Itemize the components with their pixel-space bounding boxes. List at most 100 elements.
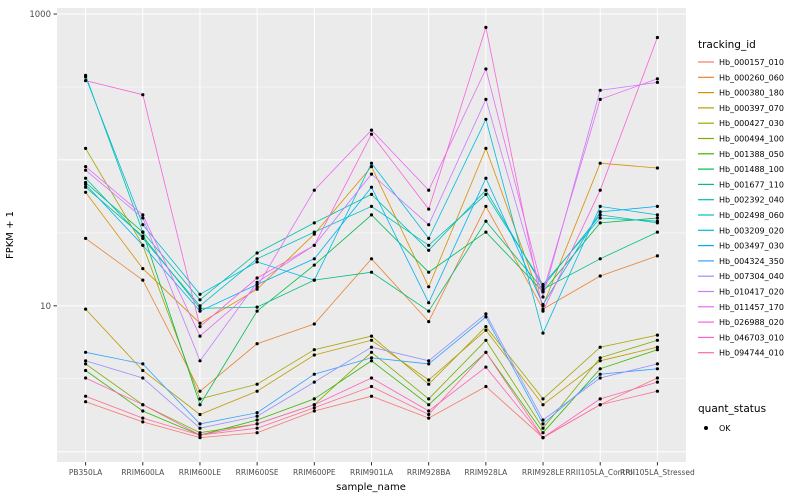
data-point <box>369 257 374 261</box>
data-point <box>84 146 88 150</box>
data-point <box>484 384 488 389</box>
data-point <box>141 234 145 238</box>
data-point <box>427 285 431 289</box>
data-point <box>255 282 259 287</box>
data-point <box>84 350 88 354</box>
x-tick-label: RRIM600LE <box>179 468 222 477</box>
x-tick-label: RRIM928LE <box>522 468 565 477</box>
data-point <box>255 431 259 435</box>
data-point <box>598 359 602 363</box>
data-point <box>427 416 431 420</box>
legend-entry: Hb_000494_100 <box>698 135 784 144</box>
data-point <box>141 420 145 424</box>
data-point <box>255 426 259 430</box>
data-point <box>369 128 374 132</box>
data-point <box>255 418 259 422</box>
data-point <box>141 278 145 282</box>
data-point <box>598 403 602 407</box>
data-point <box>369 132 374 136</box>
data-point <box>541 282 545 287</box>
data-point <box>598 204 602 208</box>
data-point <box>541 303 545 307</box>
data-point <box>484 219 488 223</box>
y-axis-title: FPKM + 1 <box>5 211 16 259</box>
data-point <box>541 285 545 289</box>
data-point <box>655 338 660 342</box>
data-point <box>484 117 488 121</box>
data-point <box>198 298 202 302</box>
data-point <box>255 382 259 386</box>
data-point <box>484 365 488 369</box>
legend-entry-label: Hb_003497_030 <box>719 242 784 251</box>
data-point <box>484 338 488 342</box>
data-point <box>84 79 88 83</box>
data-point <box>84 368 88 373</box>
data-point <box>598 88 602 92</box>
legend-entry: Hb_026988_020 <box>698 318 784 327</box>
data-point <box>655 254 660 258</box>
data-point <box>198 403 202 407</box>
data-point <box>369 172 374 176</box>
x-tick-label: RRIM928LA <box>464 468 508 477</box>
data-point <box>141 236 145 240</box>
data-point <box>427 359 431 363</box>
data-point <box>541 436 545 440</box>
legend-entry: Hb_011457_170 <box>698 303 784 312</box>
data-point <box>541 287 545 291</box>
data-point <box>598 257 602 261</box>
data-point <box>484 204 488 208</box>
legend-entry: Hb_046703_010 <box>698 333 784 342</box>
data-point <box>198 304 202 308</box>
data-point <box>141 216 145 220</box>
legend-entry-label: Hb_000427_030 <box>719 119 784 128</box>
x-tick-label: RRII105LA_Stressed <box>620 468 695 477</box>
data-point <box>427 409 431 413</box>
data-point <box>598 356 602 360</box>
data-point <box>427 270 431 274</box>
legend-entry: Hb_000397_070 <box>698 104 784 113</box>
data-point <box>255 414 259 418</box>
data-point <box>369 394 374 398</box>
data-point <box>427 207 431 211</box>
data-point <box>84 362 88 366</box>
data-point <box>369 165 374 169</box>
data-point <box>198 422 202 426</box>
data-point <box>484 176 488 180</box>
legend-entry-label: Hb_094744_010 <box>719 349 784 358</box>
legend-entry: Hb_000157_010 <box>698 58 784 67</box>
legend-entry-label: Hb_000494_100 <box>719 135 784 144</box>
data-point <box>655 230 660 234</box>
data-point <box>255 280 259 284</box>
quant-legend-entry: OK <box>704 424 731 433</box>
data-point <box>427 397 431 401</box>
data-point <box>198 436 202 440</box>
data-point <box>84 307 88 311</box>
data-point <box>255 285 259 289</box>
data-point <box>141 403 145 407</box>
legend-entry-label: Hb_003209_020 <box>719 226 784 235</box>
data-point <box>655 376 660 380</box>
data-point <box>312 348 316 352</box>
data-point <box>484 328 488 332</box>
data-point <box>484 188 488 192</box>
data-point <box>369 270 374 274</box>
x-tick-label: RRIM600LA <box>121 468 165 477</box>
legend-entry-label: Hb_046703_010 <box>719 333 784 342</box>
data-point <box>312 230 316 234</box>
data-point <box>255 309 259 313</box>
data-point <box>598 221 602 225</box>
legend-entry-label: Hb_000260_060 <box>719 73 784 82</box>
data-point <box>312 397 316 401</box>
legend-entry: Hb_002498_060 <box>698 211 784 220</box>
data-point <box>141 223 145 227</box>
data-point <box>312 372 316 376</box>
legend-entry: Hb_001388_050 <box>698 150 784 159</box>
data-point <box>198 292 202 296</box>
data-point <box>369 185 374 189</box>
data-point <box>598 97 602 101</box>
data-point <box>484 312 488 316</box>
data-point <box>198 397 202 401</box>
data-point <box>255 411 259 415</box>
legend-entry-label: Hb_001488_100 <box>719 165 784 174</box>
data-point <box>655 380 660 384</box>
